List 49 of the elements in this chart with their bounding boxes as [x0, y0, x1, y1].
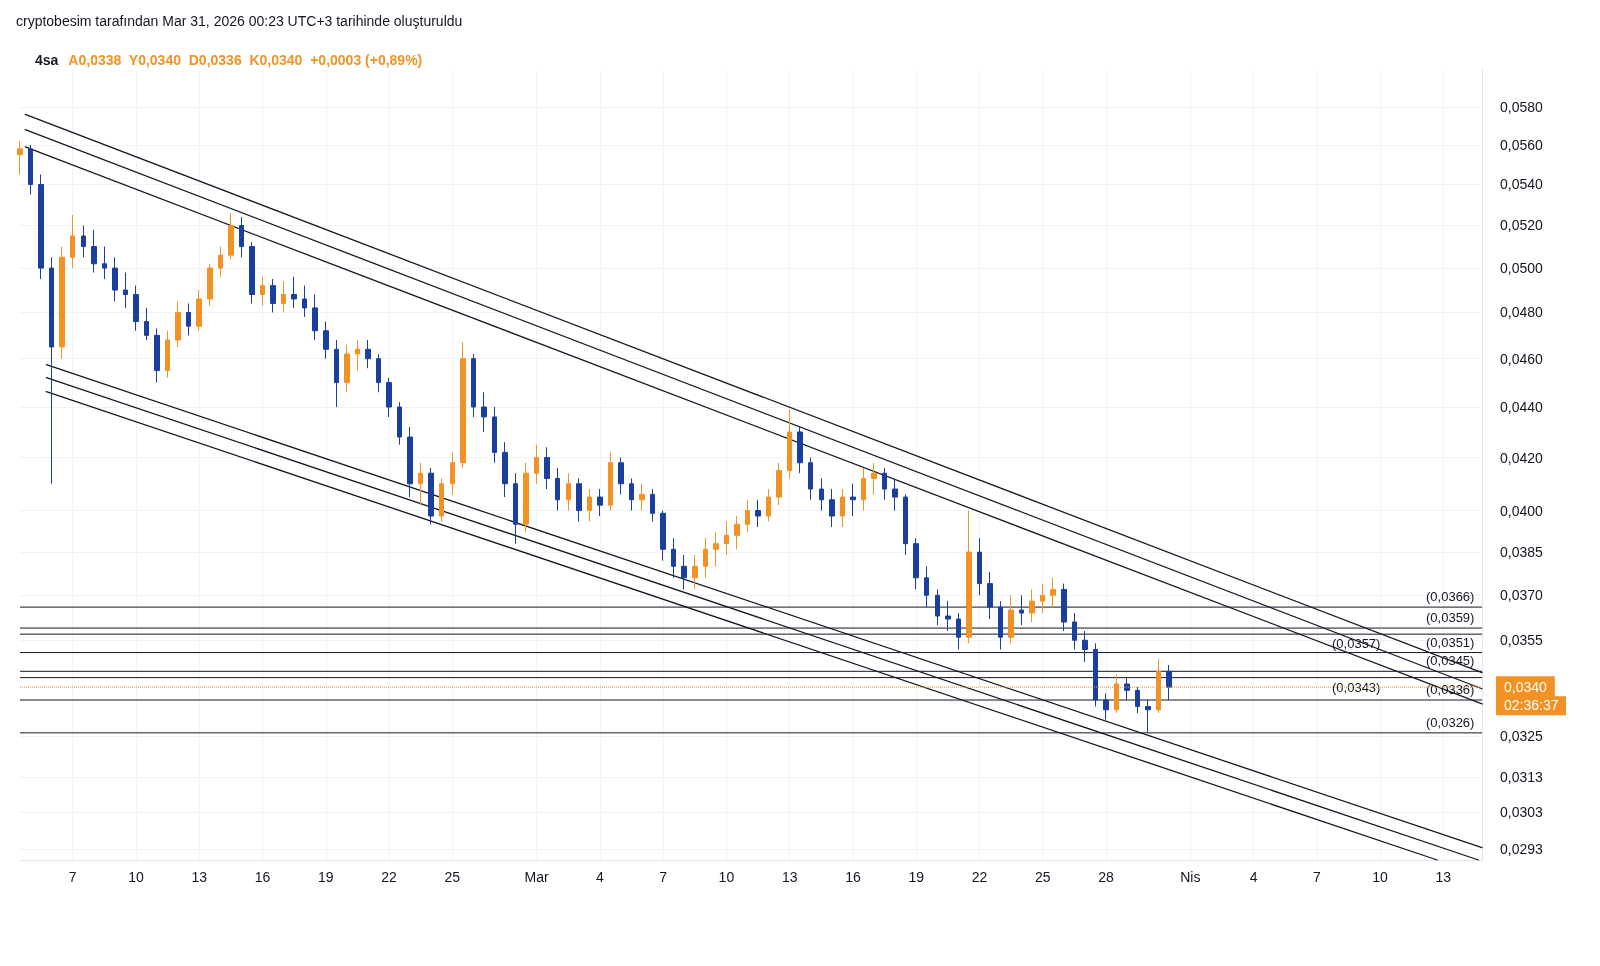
x-tick-label: 25	[1034, 869, 1051, 885]
y-tick-label: 0,0325	[1500, 728, 1544, 745]
x-tick-label: 7	[1312, 869, 1321, 885]
x-tick-label: 16	[254, 869, 271, 885]
y-tick-label: 0,0313	[1500, 769, 1544, 786]
y-tick-label: 0,0293	[1500, 840, 1544, 857]
x-tick-label: 22	[381, 869, 398, 885]
x-tick-label: 7	[68, 869, 77, 885]
x-tick-label: 25	[444, 869, 461, 885]
x-tick-label: 19	[908, 869, 925, 885]
x-tick-label: 10	[128, 869, 144, 885]
y-tick-label: 0,0520	[1500, 217, 1544, 234]
x-tick-label: 28	[1098, 869, 1114, 885]
x-tick-label: 10	[1372, 869, 1389, 885]
ref-line-label: (0,0326)	[1426, 714, 1475, 730]
x-tick-label: 13	[781, 869, 798, 885]
ref-line-label: 0,0340	[1504, 679, 1548, 696]
ref-line-label: (0,0359)	[1426, 610, 1475, 626]
chart-subtitle: A0,0338 Y0,0340 D0,0336 K0,0340 +0,0003 (+0,89%)	[68, 52, 423, 68]
x-tick-label: 10	[718, 869, 735, 885]
y-tick-label: 0,0385	[1500, 544, 1544, 561]
text: 02:36:37	[1504, 697, 1559, 714]
y-tick-label: 0,0540	[1500, 176, 1544, 193]
y-tick-label: 0,0370	[1500, 587, 1544, 604]
y-tick-label: 0,0560	[1500, 136, 1544, 153]
chart-title: 4sa	[35, 52, 59, 68]
x-tick-label: 13	[191, 869, 208, 885]
x-tick-label: Mar	[524, 869, 550, 885]
y-tick-label: 0,0420	[1500, 449, 1544, 466]
y-tick-label: 0,0480	[1500, 304, 1544, 321]
x-tick-label: 19	[317, 869, 334, 885]
x-tick-label: 4	[595, 869, 604, 885]
x-tick-label: Nis	[1180, 869, 1201, 885]
x-tick-label: 4	[1249, 869, 1258, 885]
text: cryptobesim tarafından Mar 31, 2026 00:23 UTC+3 tarihinde oluşturuldu	[16, 13, 463, 29]
ref-line-label: (0,0343)	[1332, 679, 1381, 695]
x-tick-label: 16	[845, 869, 861, 885]
ref-line-label: (0,0366)	[1426, 589, 1475, 605]
y-tick-label: 0,0500	[1500, 260, 1544, 277]
x-tick-label: 13	[1435, 869, 1452, 885]
y-tick-label: 0,0580	[1500, 98, 1544, 115]
ref-line-label: (0,0351)	[1426, 634, 1475, 650]
y-tick-label: 0,0400	[1500, 502, 1544, 519]
x-tick-label: 7	[659, 869, 668, 885]
x-tick-label: 22	[971, 869, 988, 885]
y-tick-label: 0,0303	[1500, 804, 1544, 821]
y-tick-label: 0,0460	[1500, 350, 1544, 367]
y-tick-label: 0,0440	[1500, 399, 1544, 416]
y-tick-label: 0,0355	[1500, 632, 1544, 649]
